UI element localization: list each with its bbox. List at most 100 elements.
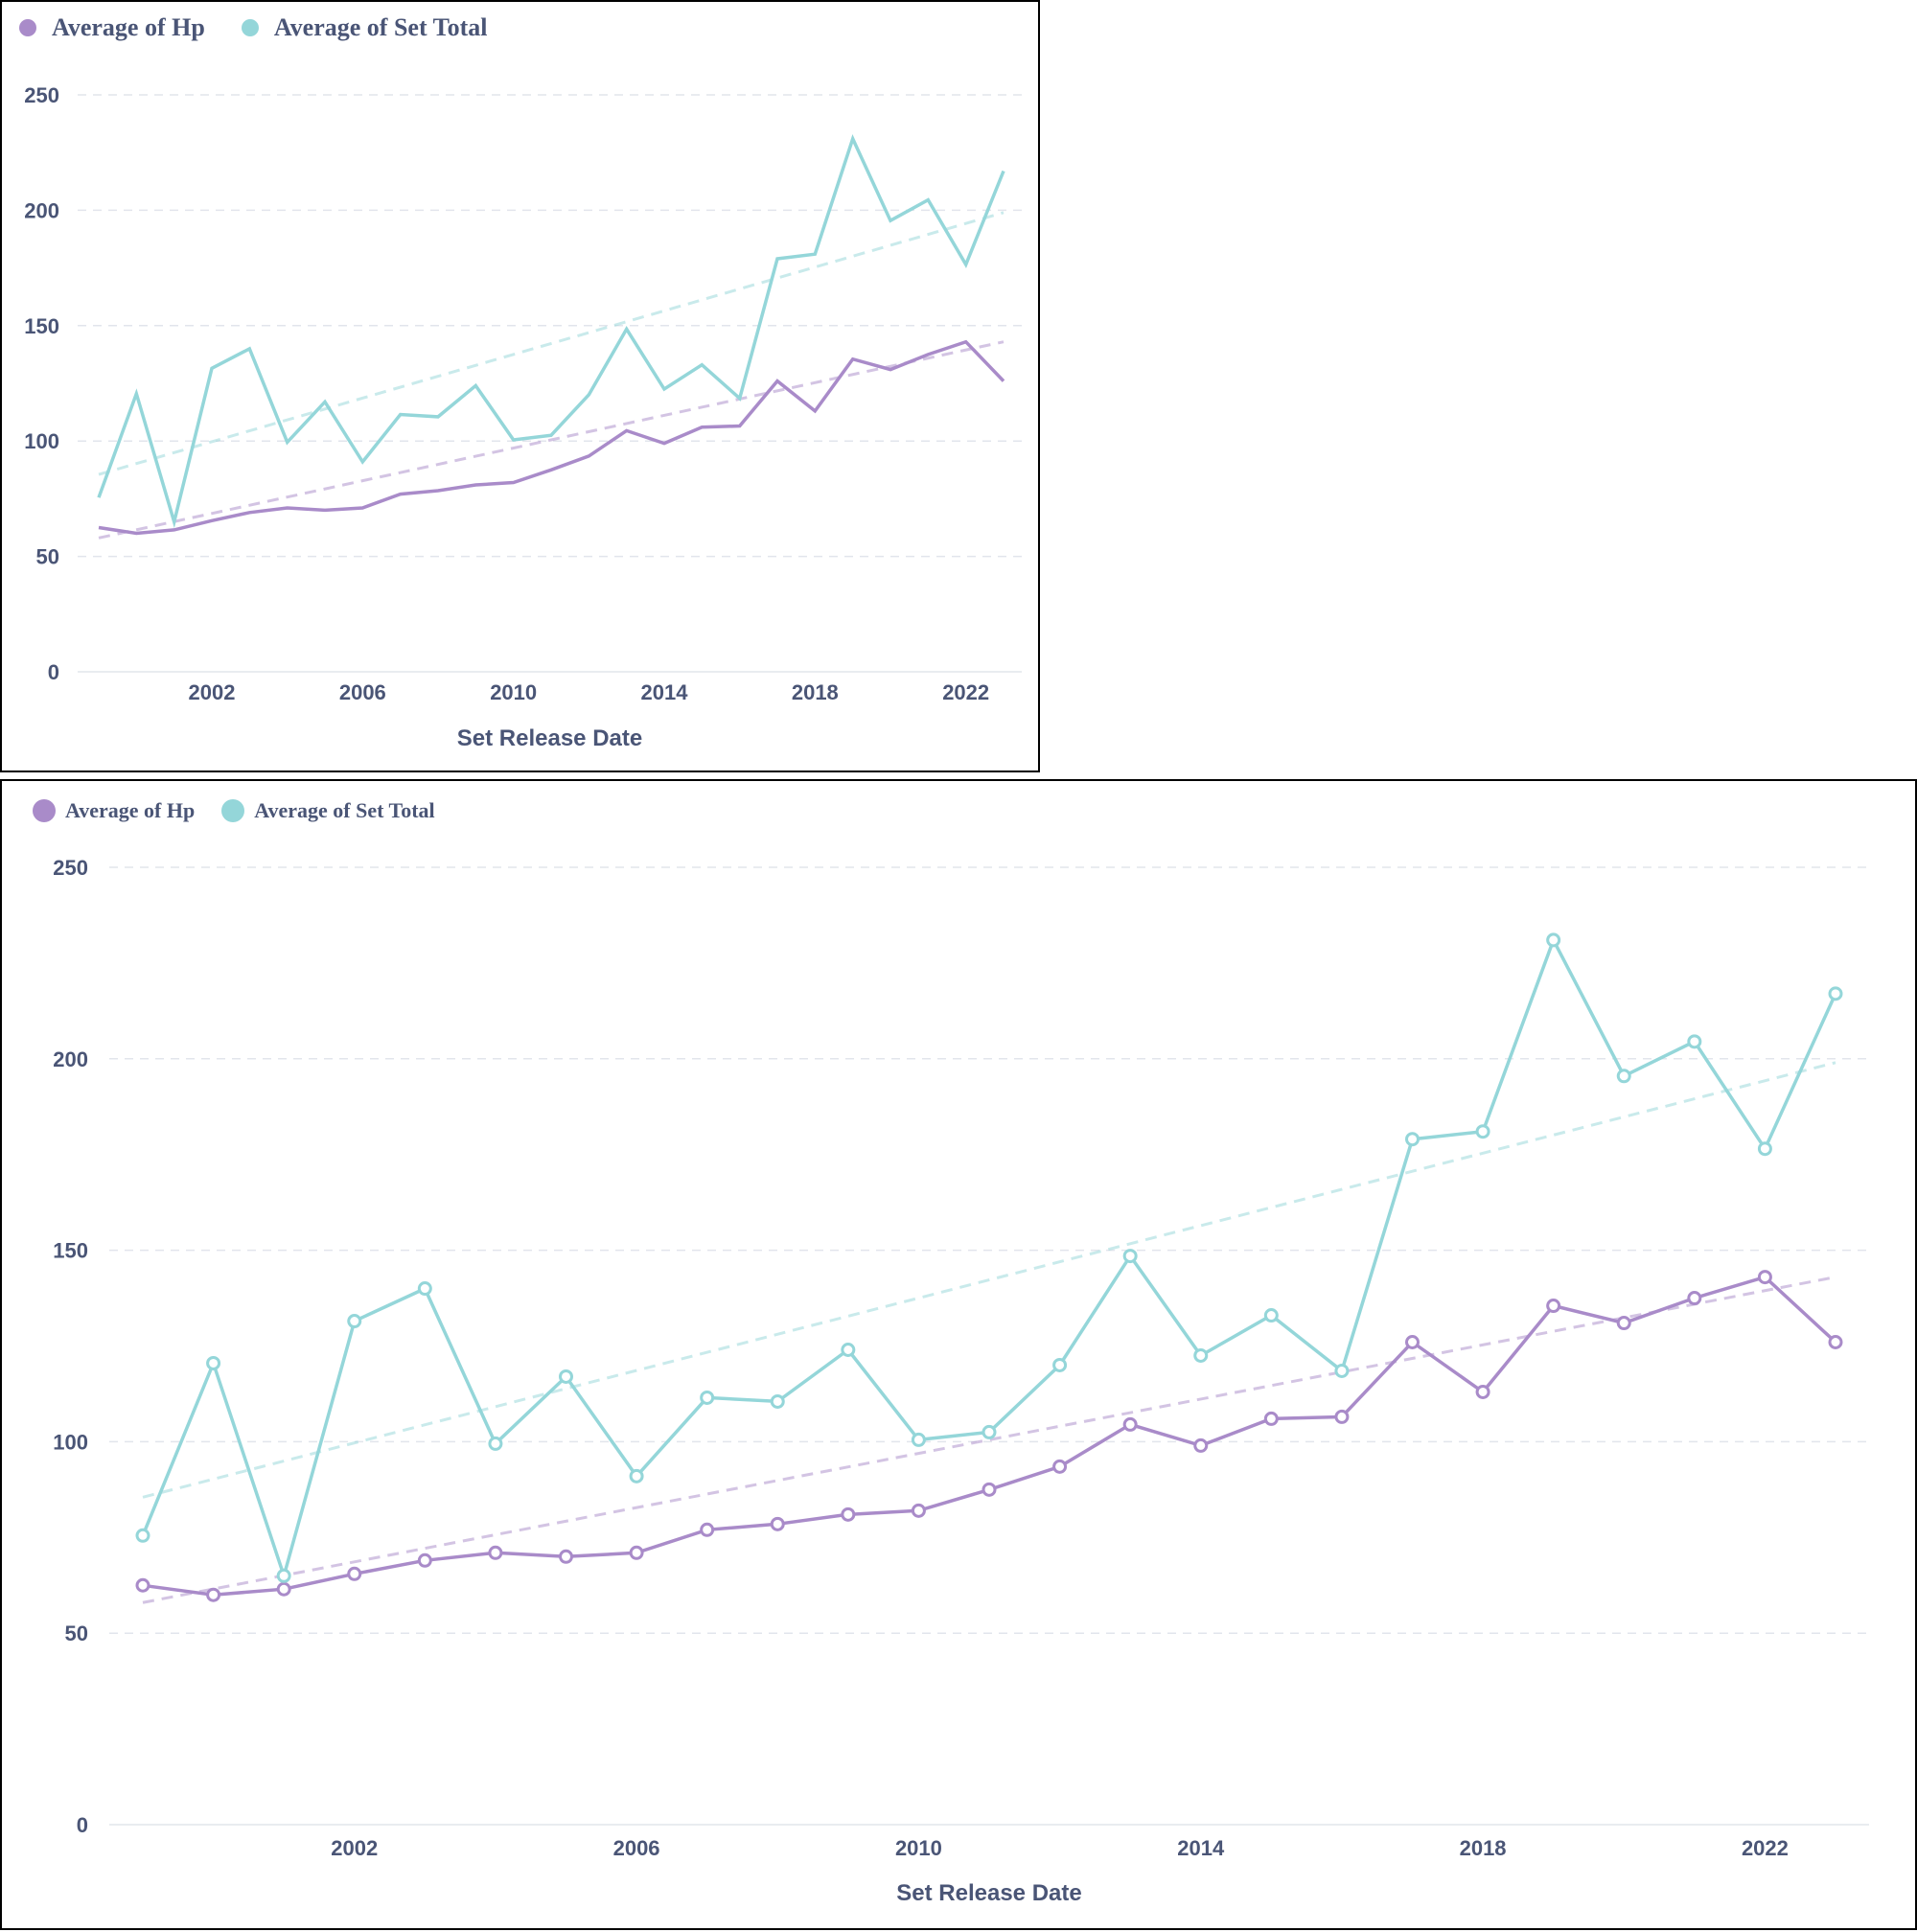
data-point-set-total [1546,932,1561,948]
x-tick-label: 2006 [339,680,386,704]
y-tick-label: 150 [53,1239,88,1263]
series-line-hp [98,339,1005,536]
y-tick-label: 250 [53,856,88,880]
data-point-hp [841,1506,856,1522]
y-tick-label: 100 [24,429,59,453]
data-point-hp [982,1482,997,1497]
data-point-hp [1263,1411,1279,1426]
data-point-hp [1405,1335,1420,1350]
data-point-hp [911,1503,926,1518]
legend-swatch-hp [33,799,56,822]
trend-line-hp [142,1276,1836,1604]
y-tick-label: 200 [53,1047,88,1071]
x-tick-label: 2014 [1177,1836,1225,1860]
chart-legend: Average of Hp Average of Set Total [33,798,435,823]
chart-panel-top: Average of Hp Average of Set Total 0 50 10… [0,0,1040,772]
chart-legend: Average of Hp Average of Set Total [19,13,487,42]
x-tick-label: 2010 [490,680,537,704]
data-point-hp [1475,1384,1490,1399]
x-tick-label: 2022 [942,680,989,704]
x-axis-title: Set Release Date [457,725,642,751]
data-point-hp [276,1581,291,1597]
data-point-hp [135,1577,150,1593]
legend-item-set-total[interactable]: Average of Set Total [221,798,435,823]
chart-panel-bottom: Average of Hp Average of Set Total 0 50 10… [0,779,1917,1930]
trend-line-hp [98,340,1005,540]
y-tick-label: 0 [77,1813,88,1837]
data-point-hp [417,1552,432,1568]
x-tick-label: 2022 [1742,1836,1789,1860]
series-line-set-total [141,935,1837,1582]
legend-item-set-total[interactable]: Average of Set Total [241,13,488,42]
data-point-set-total [1616,1069,1631,1084]
legend-swatch-hp [19,19,36,36]
data-point-set-total [417,1281,432,1297]
data-point-hp [1616,1316,1631,1331]
data-point-set-total [1193,1347,1209,1363]
y-tick-label: 50 [36,545,59,569]
data-point-set-total [629,1468,644,1484]
x-tick-label: 2002 [189,680,236,704]
data-point-hp [1546,1299,1561,1314]
data-point-set-total [911,1432,926,1447]
x-tick-label: 2006 [613,1836,660,1860]
data-point-set-total [1263,1308,1279,1323]
data-point-set-total [1757,1141,1772,1157]
y-tick-label: 100 [53,1430,88,1454]
data-point-set-total [1687,1034,1702,1049]
x-tick-label: 2018 [792,680,839,704]
data-point-set-total [1052,1357,1068,1372]
data-point-hp [700,1522,715,1537]
data-point-set-total [488,1436,503,1451]
trend-line-set-total [98,211,1005,476]
data-point-set-total [841,1342,856,1357]
data-point-hp [1687,1291,1702,1306]
data-point-hp [1122,1416,1138,1432]
data-point-hp [1052,1459,1068,1474]
legend-item-hp[interactable]: Average of Hp [33,798,195,823]
legend-label-hp: Average of Hp [52,13,205,41]
data-point-set-total [1334,1363,1350,1378]
data-point-set-total [559,1368,573,1384]
legend-swatch-set-total [241,19,259,36]
x-axis-title: Set Release Date [896,1880,1081,1906]
data-point-hp [1193,1438,1209,1453]
data-point-set-total [347,1314,362,1329]
data-point-hp [559,1549,573,1564]
data-point-set-total [1828,986,1843,1001]
legend-item-hp[interactable]: Average of Hp [19,13,205,42]
x-tick-label: 2018 [1460,1836,1507,1860]
data-point-set-total [206,1355,221,1370]
data-point-hp [488,1545,503,1560]
data-point-set-total [276,1568,291,1583]
x-tick-label: 2014 [641,680,689,704]
data-point-hp [770,1516,785,1531]
data-point-hp [206,1587,221,1602]
data-point-set-total [1122,1249,1138,1264]
legend-label-set-total: Average of Set Total [273,13,488,41]
x-tick-label: 2010 [895,1836,942,1860]
legend-label-hp: Average of Hp [65,798,196,822]
data-point-hp [1334,1409,1350,1424]
data-point-hp [1828,1335,1843,1350]
y-tick-label: 150 [24,314,59,338]
data-point-hp [347,1566,362,1581]
y-tick-label: 0 [48,660,59,684]
data-point-set-total [770,1393,785,1409]
data-point-hp [629,1545,644,1560]
x-tick-label: 2002 [331,1836,378,1860]
legend-label-set-total: Average of Set Total [254,798,435,822]
y-tick-label: 200 [24,198,59,222]
legend-swatch-set-total [221,799,245,822]
y-tick-label: 250 [24,83,59,107]
data-point-set-total [135,1528,150,1543]
trend-line-set-total [142,1061,1836,1499]
data-point-set-total [1475,1124,1490,1139]
data-point-set-total [982,1424,997,1439]
data-point-set-total [700,1390,715,1405]
data-point-hp [1757,1270,1772,1285]
line-chart-top: 0 50 100 150 200 250 2002 2006 2010 2014 2018 2022 S… [24,83,1022,751]
y-tick-label: 50 [65,1622,88,1645]
data-point-set-total [1405,1132,1420,1147]
series-line-set-total [97,134,1005,529]
